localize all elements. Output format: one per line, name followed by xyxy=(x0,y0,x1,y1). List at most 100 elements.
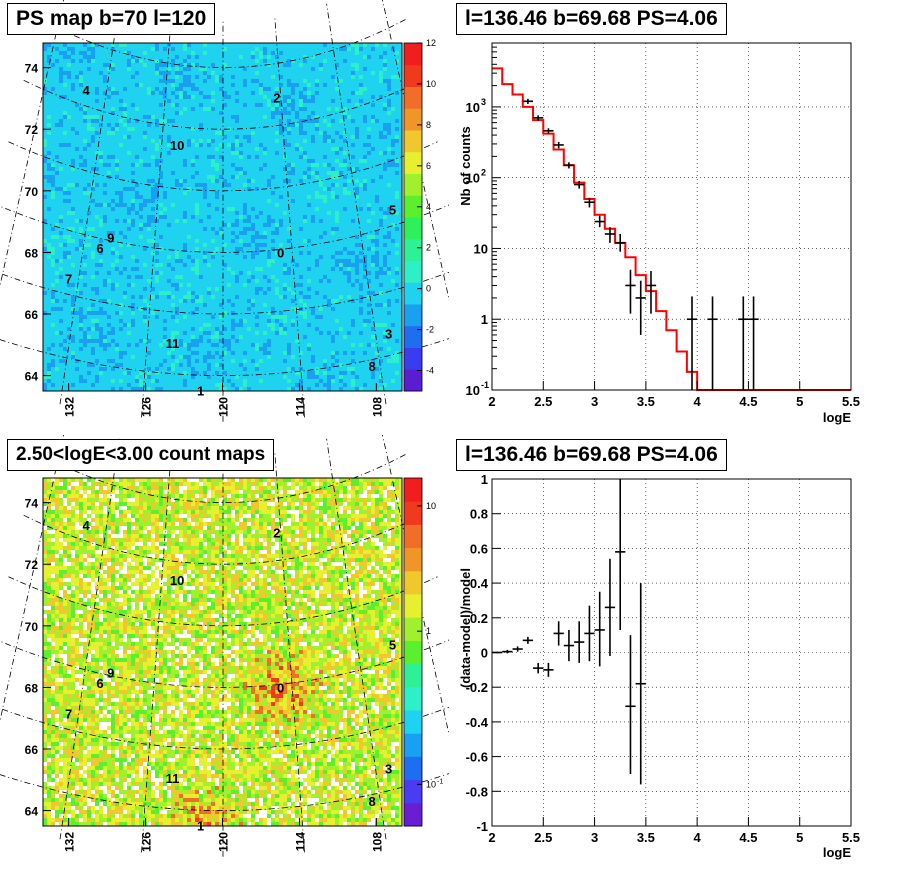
map-cell xyxy=(159,271,163,275)
map-cell xyxy=(303,558,307,562)
map-cell xyxy=(323,83,327,87)
map-cell xyxy=(55,522,59,526)
map-cell xyxy=(159,510,163,514)
map-cell xyxy=(119,107,123,111)
map-cell xyxy=(163,574,167,578)
map-cell xyxy=(59,590,63,594)
map-cell xyxy=(307,195,311,199)
map-cell xyxy=(123,219,127,223)
map-cell xyxy=(119,562,123,566)
map-cell xyxy=(55,570,59,574)
map-cell xyxy=(387,478,391,482)
map-cell xyxy=(239,514,243,518)
map-cell xyxy=(247,566,251,570)
map-cell xyxy=(87,339,91,343)
map-cell xyxy=(63,131,67,135)
map-cell xyxy=(351,546,355,550)
map-cell xyxy=(107,163,111,167)
map-cell xyxy=(203,67,207,71)
map-cell xyxy=(343,570,347,574)
map-cell xyxy=(223,546,227,550)
map-cell xyxy=(267,506,271,510)
map-cell xyxy=(239,554,243,558)
map-cell xyxy=(219,155,223,159)
map-cell xyxy=(379,151,383,155)
map-cell xyxy=(195,494,199,498)
map-cell xyxy=(91,578,95,582)
colorbar-step xyxy=(404,217,422,239)
map-cell xyxy=(315,530,319,534)
map-cell xyxy=(183,510,187,514)
map-cell xyxy=(387,127,391,131)
map-cell xyxy=(315,570,319,574)
map-cell xyxy=(107,343,111,347)
map-cell xyxy=(231,115,235,119)
map-cell xyxy=(139,235,143,239)
map-cell xyxy=(375,323,379,327)
map-cell xyxy=(47,486,51,490)
map-cell xyxy=(139,570,143,574)
map-cell xyxy=(119,482,123,486)
map-cell xyxy=(307,558,311,562)
map-cell xyxy=(203,502,207,506)
map-cell xyxy=(75,554,79,558)
map-cell xyxy=(83,271,87,275)
map-cell xyxy=(375,582,379,586)
map-cell xyxy=(347,115,351,119)
map-cell xyxy=(271,490,275,494)
map-cell xyxy=(47,151,51,155)
map-cell xyxy=(315,478,319,482)
map-cell xyxy=(387,602,391,606)
map-cell xyxy=(299,530,303,534)
map-cell xyxy=(291,199,295,203)
map-cell xyxy=(315,562,319,566)
map-cell xyxy=(75,311,79,315)
map-cell xyxy=(275,550,279,554)
map-cell xyxy=(135,574,139,578)
map-cell xyxy=(303,570,307,574)
map-cell xyxy=(375,530,379,534)
map-cell xyxy=(59,602,63,606)
map-cell xyxy=(395,490,399,494)
map-cell xyxy=(235,534,239,538)
map-cell xyxy=(271,231,275,235)
map-cell xyxy=(383,151,387,155)
map-cell xyxy=(359,75,363,79)
map-cell xyxy=(251,526,255,530)
map-cell xyxy=(179,259,183,263)
map-cell xyxy=(243,558,247,562)
map-cell xyxy=(131,207,135,211)
map-cell xyxy=(155,43,159,47)
map-cell xyxy=(327,279,331,283)
map-cell xyxy=(331,502,335,506)
map-cell xyxy=(323,582,327,586)
map-cell xyxy=(231,510,235,514)
map-cell xyxy=(239,550,243,554)
map-cell xyxy=(379,554,383,558)
map-cell xyxy=(183,530,187,534)
map-cell xyxy=(379,502,383,506)
map-cell xyxy=(239,566,243,570)
map-cell xyxy=(287,534,291,538)
map-cell xyxy=(359,518,363,522)
map-cell xyxy=(195,554,199,558)
map-cell xyxy=(79,506,83,510)
map-cell xyxy=(283,359,287,363)
map-cell xyxy=(99,578,103,582)
map-cell xyxy=(295,514,299,518)
map-cell xyxy=(211,91,215,95)
map-cell xyxy=(391,279,395,283)
map-cell xyxy=(311,219,315,223)
map-cell xyxy=(99,538,103,542)
map-cell xyxy=(59,498,63,502)
map-cell xyxy=(175,502,179,506)
map-cell xyxy=(283,494,287,498)
map-cell xyxy=(335,259,339,263)
map-cell xyxy=(343,383,347,387)
map-cell xyxy=(59,231,63,235)
map-cell xyxy=(79,582,83,586)
map-cell xyxy=(135,570,139,574)
map-cell xyxy=(59,215,63,219)
map-cell xyxy=(75,482,79,486)
map-cell xyxy=(215,558,219,562)
